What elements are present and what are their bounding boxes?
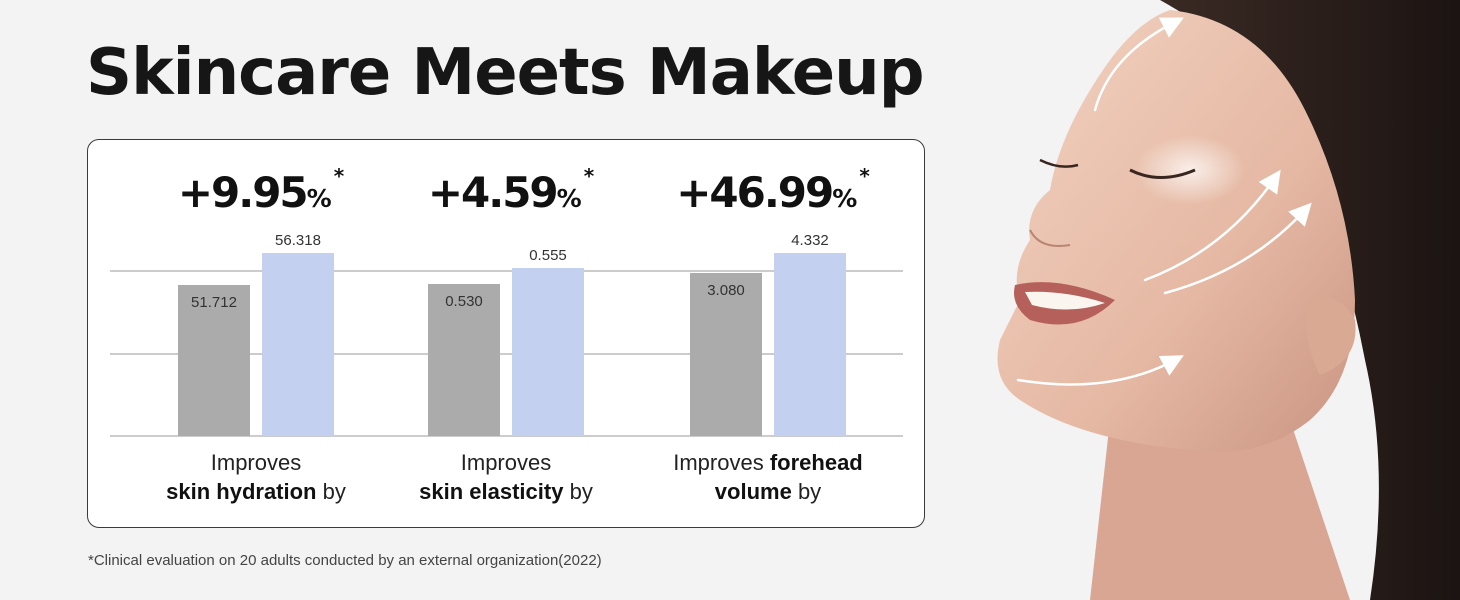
value-label-before-1: 51.712 [191, 294, 237, 311]
bar-after-2 [512, 268, 584, 436]
closed-eye [1129, 168, 1196, 179]
bar-after-3 [774, 253, 846, 436]
headline-3: +46.99%* [676, 164, 870, 217]
headline-1: +9.95%* [177, 164, 344, 217]
face [997, 10, 1355, 452]
caption-line2: skin elasticity by [366, 477, 646, 506]
bar-before-3 [690, 273, 762, 436]
headline-mark: * [583, 164, 595, 188]
caption-line1: Improves [366, 448, 646, 477]
bar-before-2 [428, 284, 500, 436]
value-label-after-1: 56.318 [275, 232, 321, 249]
model-face-photo [997, 0, 1460, 600]
caption-line2-rest: by [563, 479, 593, 504]
caption-line2-rest: by [791, 479, 822, 504]
value-label-before-2: 0.530 [445, 293, 483, 310]
value-label-after-2: 0.555 [529, 247, 567, 264]
caption-line2-bold: volume [714, 479, 792, 504]
headline-2: +4.59%* [427, 164, 594, 217]
headline-unit: % [306, 184, 332, 213]
caption-line2: volume by [628, 477, 908, 506]
bar-chart: 51.712 56.318 0.530 0.555 3.080 4.332 [110, 232, 903, 437]
ear [1305, 297, 1356, 375]
headline-value: +4.59 [427, 168, 559, 217]
caption-line2-rest: by [316, 479, 346, 504]
caption-line2-bold: skin hydration [166, 479, 317, 504]
headline-unit: % [832, 184, 858, 213]
caption-line1-text: Improves [460, 450, 552, 475]
caption-3: Improves forehead volume by [628, 448, 908, 506]
value-label-before-3: 3.080 [707, 282, 745, 299]
bar-after-1 [262, 253, 334, 436]
page-title: Skincare Meets Makeup [86, 36, 924, 110]
caption-line1-bold: forehead [769, 450, 863, 475]
lifting-arrows-icon [1016, 17, 1312, 386]
caption-line1: Improves [116, 448, 396, 477]
caption-line2-bold: skin elasticity [419, 479, 564, 504]
caption-line1-text: Improves [673, 450, 770, 475]
bar-before-1 [178, 285, 250, 436]
headline-unit: % [556, 184, 582, 213]
caption-line1-text: Improves [210, 450, 302, 475]
footnote: *Clinical evaluation on 20 adults conduc… [88, 552, 602, 569]
caption-1: Improves skin hydration by [116, 448, 396, 506]
headline-value: +46.99 [676, 168, 834, 217]
value-label-after-3: 4.332 [791, 232, 829, 249]
headline-mark: * [859, 164, 870, 188]
caption-2: Improves skin elasticity by [366, 448, 646, 506]
chart-card: 51.712 56.318 0.530 0.555 3.080 4.332 +9.95%*… [87, 139, 925, 528]
caption-line1: Improves forehead [628, 448, 908, 477]
caption-line2: skin hydration by [116, 477, 396, 506]
headline-value: +9.95 [177, 168, 309, 217]
neck [1090, 420, 1350, 600]
hair [1160, 0, 1460, 600]
headline-mark: * [333, 164, 345, 188]
